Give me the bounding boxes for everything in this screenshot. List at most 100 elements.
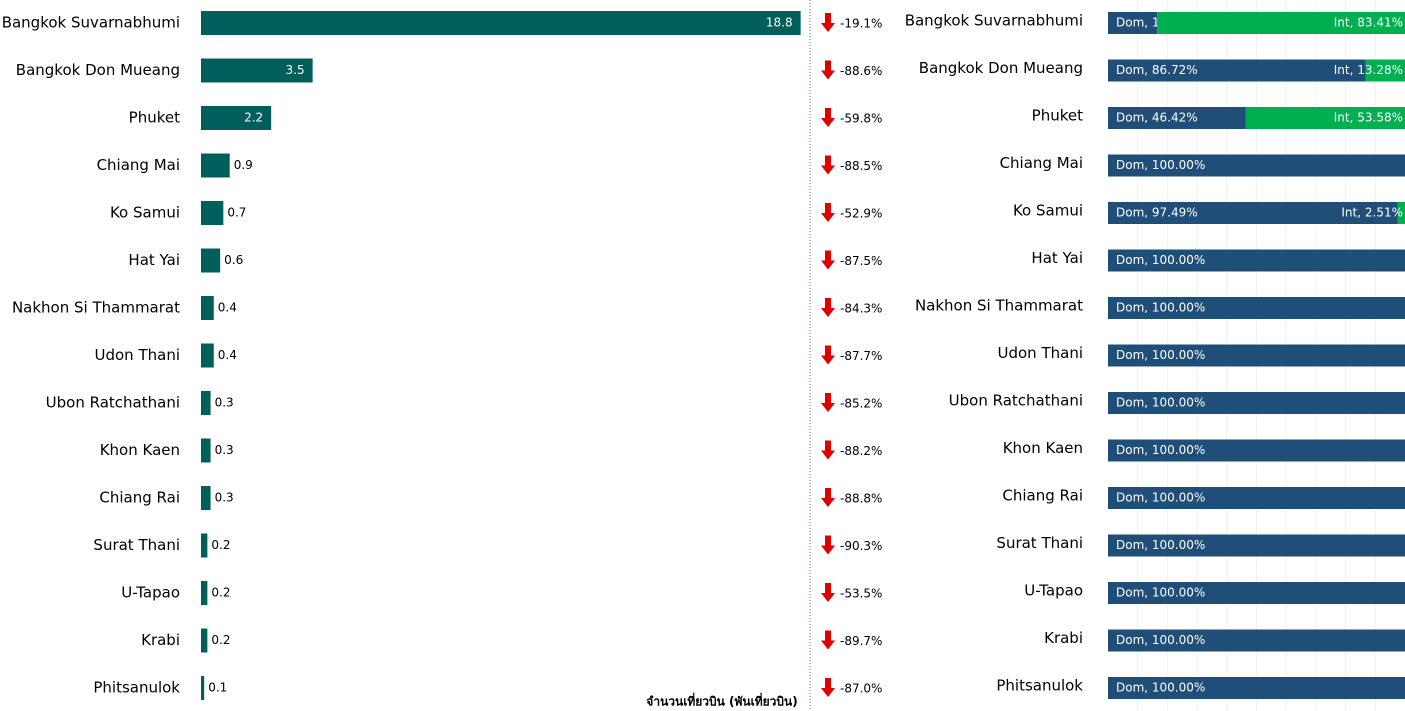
segment-label: Int, 53.58%	[1334, 111, 1403, 125]
stacked-segment	[1108, 107, 1246, 129]
change-arrow	[821, 298, 835, 317]
change-arrow	[821, 203, 835, 222]
value-label: 0.2	[211, 538, 230, 552]
change-label: -85.2%	[840, 397, 882, 411]
category-label: Ubon Ratchathani	[46, 394, 180, 412]
stacked-segment	[1108, 582, 1405, 604]
segment-label: Int, 2.51%	[1341, 206, 1403, 220]
category-label: Surat Thani	[996, 534, 1083, 552]
change-arrow	[821, 108, 835, 127]
change-label: -84.3%	[840, 302, 882, 316]
change-arrow	[821, 155, 835, 175]
category-label: Bangkok Suvarnabhumi	[2, 14, 180, 32]
value-label: 0.6	[224, 253, 243, 267]
change-label: -53.5%	[840, 587, 882, 601]
change-label: -19.1%	[840, 17, 882, 31]
bar	[201, 581, 208, 605]
segment-label: Int, 83.41%	[1334, 16, 1403, 30]
change-label: -87.5%	[840, 254, 882, 268]
change-arrow	[821, 488, 835, 507]
category-label: Surat Thani	[93, 536, 180, 554]
segment-label: Dom, 100.00%	[1116, 253, 1205, 267]
change-arrow	[821, 440, 835, 460]
segment-label: Dom, 46.42%	[1116, 111, 1198, 125]
segment-label: Dom, 100.00%	[1116, 443, 1205, 457]
bar	[201, 391, 211, 415]
stacked-segment	[1245, 107, 1405, 129]
change-arrow	[821, 678, 835, 697]
stacked-segment	[1108, 344, 1405, 367]
change-label: -89.7%	[840, 634, 882, 648]
stacked-segment	[1157, 12, 1405, 34]
value-label: 0.2	[211, 633, 230, 647]
change-label: -52.9%	[840, 207, 882, 221]
category-label: Chiang Mai	[97, 156, 180, 174]
change-label: -87.0%	[840, 682, 882, 696]
segment-label: Dom, 100.00%	[1116, 633, 1205, 647]
value-label: 0.9	[234, 158, 253, 172]
change-arrow	[821, 60, 835, 80]
value-label: 0.3	[215, 396, 234, 410]
category-label: Nakhon Si Thammarat	[12, 299, 180, 317]
category-label: Chiang Rai	[1002, 487, 1083, 505]
change-arrow	[821, 393, 835, 412]
value-label: 0.3	[215, 443, 234, 457]
bar	[201, 628, 208, 653]
change-arrow	[821, 583, 835, 602]
value-label: 2.2	[244, 111, 263, 125]
change-label: -59.8%	[840, 112, 882, 126]
category-label: Phuket	[129, 109, 180, 127]
category-label: U-Tapao	[1024, 582, 1083, 600]
change-arrow	[821, 13, 835, 32]
segment-label: Dom, 100.00%	[1116, 538, 1205, 552]
bar	[201, 676, 205, 700]
bar	[201, 201, 224, 225]
stacked-segment	[1365, 59, 1405, 82]
category-label: Bangkok Don Mueang	[919, 59, 1083, 77]
category-label: Hat Yai	[1031, 249, 1083, 267]
stacked-segment	[1108, 249, 1405, 272]
value-label: 3.5	[286, 63, 305, 77]
change-label: -88.6%	[840, 64, 882, 78]
change-arrow	[821, 345, 835, 365]
segment-label: Int, 13.28%	[1334, 63, 1403, 77]
change-arrow	[821, 630, 835, 650]
category-label: Udon Thani	[95, 346, 181, 364]
stacked-segment	[1108, 202, 1398, 224]
bar	[201, 343, 214, 368]
category-label: Bangkok Suvarnabhumi	[905, 12, 1083, 30]
stacked-segment	[1108, 59, 1366, 82]
bar	[201, 58, 313, 83]
bar	[201, 533, 208, 558]
category-label: Ubon Ratchathani	[949, 392, 1083, 410]
segment-label: Dom, 100.00%	[1116, 681, 1205, 695]
stacked-segment	[1108, 677, 1405, 699]
category-label: Khon Kaen	[1003, 439, 1083, 457]
bar	[201, 11, 801, 35]
category-label: Phitsanulok	[93, 679, 180, 697]
category-label: Bangkok Don Mueang	[16, 61, 180, 79]
value-label: 0.4	[218, 348, 237, 362]
value-label: 0.1	[208, 681, 227, 695]
category-label: Ko Samui	[110, 204, 180, 222]
category-label: Krabi	[1044, 629, 1083, 647]
category-label: Khon Kaen	[100, 441, 180, 459]
segment-label: Dom, 86.72%	[1116, 63, 1198, 77]
category-label: Chiang Rai	[99, 489, 180, 507]
change-label: -88.8%	[840, 492, 882, 506]
category-label: U-Tapao	[121, 584, 180, 602]
category-label: Ko Samui	[1013, 202, 1083, 220]
change-label: -88.2%	[840, 444, 882, 458]
stacked-segment	[1108, 12, 1158, 34]
change-arrow	[821, 250, 835, 270]
value-label: 0.3	[215, 491, 234, 505]
change-label: -87.7%	[840, 349, 882, 363]
value-label: 0.7	[227, 206, 246, 220]
stacked-segment	[1397, 202, 1405, 224]
segment-label: Dom, 100.00%	[1116, 301, 1205, 315]
change-label: -90.3%	[840, 539, 882, 553]
stacked-segment	[1108, 392, 1405, 414]
category-label: Udon Thani	[998, 344, 1084, 362]
bar	[201, 296, 214, 320]
bar	[201, 438, 211, 463]
